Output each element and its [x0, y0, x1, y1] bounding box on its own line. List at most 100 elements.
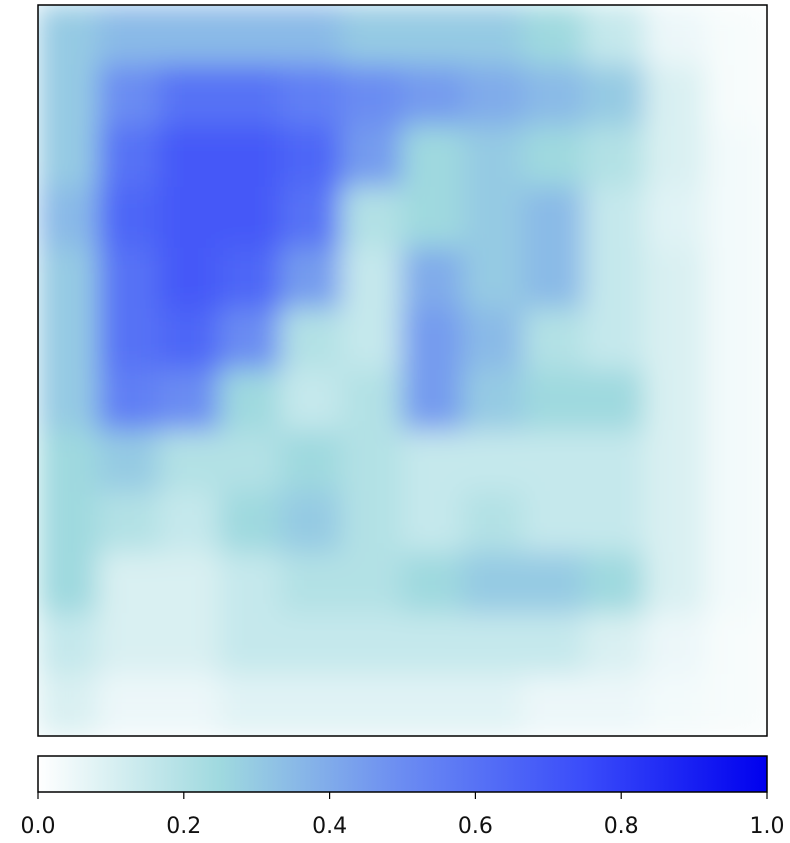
- heat-cell: [401, 186, 465, 250]
- heat-cell: [97, 613, 161, 677]
- heat-cell: [462, 247, 525, 311]
- heat-cell: [280, 491, 343, 555]
- heat-cell: [401, 552, 465, 616]
- heat-cell: [462, 64, 525, 128]
- heat-cell: [158, 430, 222, 494]
- heat-cell: [340, 5, 404, 67]
- heat-cell: [401, 5, 465, 67]
- heat-cell: [644, 552, 708, 616]
- heat-cell: [97, 552, 161, 616]
- heat-cell: [97, 491, 161, 555]
- heat-cell: [705, 186, 767, 250]
- heat-cell: [644, 430, 708, 494]
- heat-cell: [583, 125, 647, 189]
- heat-cell: [462, 674, 525, 736]
- heat-cell: [219, 613, 282, 677]
- heat-cell: [38, 125, 100, 189]
- heat-cell: [340, 125, 404, 189]
- heat-cell: [644, 308, 708, 372]
- heat-cell: [340, 247, 404, 311]
- heat-cell: [401, 369, 465, 433]
- heat-cell: [158, 5, 222, 67]
- heat-cell: [644, 613, 708, 677]
- heat-cell: [38, 552, 100, 616]
- heat-cell: [280, 674, 343, 736]
- heat-cell: [523, 369, 586, 433]
- heat-cell: [38, 247, 100, 311]
- heat-cell: [583, 247, 647, 311]
- heat-cell: [340, 430, 404, 494]
- heat-cell: [280, 186, 343, 250]
- heat-cell: [219, 674, 282, 736]
- heat-cell: [462, 369, 525, 433]
- heat-cell: [97, 247, 161, 311]
- heat-cell: [523, 64, 586, 128]
- heat-cell: [462, 5, 525, 67]
- heat-cell: [97, 369, 161, 433]
- heat-cell: [523, 613, 586, 677]
- heat-cell: [158, 674, 222, 736]
- heat-cell: [583, 186, 647, 250]
- heat-cell: [219, 64, 282, 128]
- heat-cell: [705, 5, 767, 67]
- colorbar-tick-label: 0.8: [604, 814, 639, 839]
- heat-cell: [340, 186, 404, 250]
- heat-cell: [401, 674, 465, 736]
- heat-cell: [705, 308, 767, 372]
- heat-cell: [158, 64, 222, 128]
- heat-cell: [219, 491, 282, 555]
- colorbar-tick-label: 0.6: [458, 814, 493, 839]
- heat-cell: [583, 308, 647, 372]
- colorbar-tick-label: 0.4: [312, 814, 347, 839]
- heat-cell: [705, 64, 767, 128]
- heat-cell: [97, 5, 161, 67]
- heat-cell: [462, 308, 525, 372]
- heat-cell: [644, 369, 708, 433]
- heat-cell: [340, 64, 404, 128]
- heat-cell: [523, 308, 586, 372]
- heat-cell: [644, 491, 708, 555]
- heat-cell: [38, 308, 100, 372]
- heat-cell: [219, 430, 282, 494]
- heat-cell: [644, 125, 708, 189]
- heat-cell: [219, 186, 282, 250]
- heat-cell: [583, 369, 647, 433]
- heat-cell: [219, 247, 282, 311]
- heat-cell: [462, 613, 525, 677]
- heat-cell: [583, 613, 647, 677]
- colorbar-tick-label: 0.2: [166, 814, 201, 839]
- heat-cell: [97, 674, 161, 736]
- heat-cell: [462, 186, 525, 250]
- heat-cell: [219, 308, 282, 372]
- heat-cell: [583, 674, 647, 736]
- heat-cell: [219, 552, 282, 616]
- heat-cell: [97, 125, 161, 189]
- heat-cell: [158, 308, 222, 372]
- heat-cell: [644, 247, 708, 311]
- heat-cell: [38, 5, 100, 67]
- heat-cell: [401, 308, 465, 372]
- heat-cell: [38, 369, 100, 433]
- heat-cell: [583, 5, 647, 67]
- heat-cell: [280, 125, 343, 189]
- heat-cell: [401, 64, 465, 128]
- heat-cell: [280, 552, 343, 616]
- heat-cell: [158, 247, 222, 311]
- heat-cell: [583, 552, 647, 616]
- heat-cell: [401, 491, 465, 555]
- heat-cell: [705, 125, 767, 189]
- heat-cell: [523, 552, 586, 616]
- heat-cell: [38, 64, 100, 128]
- heat-cell: [38, 491, 100, 555]
- heat-cell: [340, 674, 404, 736]
- heat-cell: [401, 430, 465, 494]
- heat-cell: [462, 125, 525, 189]
- heat-cell: [38, 186, 100, 250]
- heat-cell: [219, 369, 282, 433]
- heat-cell: [462, 552, 525, 616]
- heat-cell: [462, 430, 525, 494]
- heat-cell: [219, 125, 282, 189]
- heat-cell: [705, 613, 767, 677]
- heat-cell: [401, 613, 465, 677]
- colorbar-tick-label: 1.0: [750, 814, 785, 839]
